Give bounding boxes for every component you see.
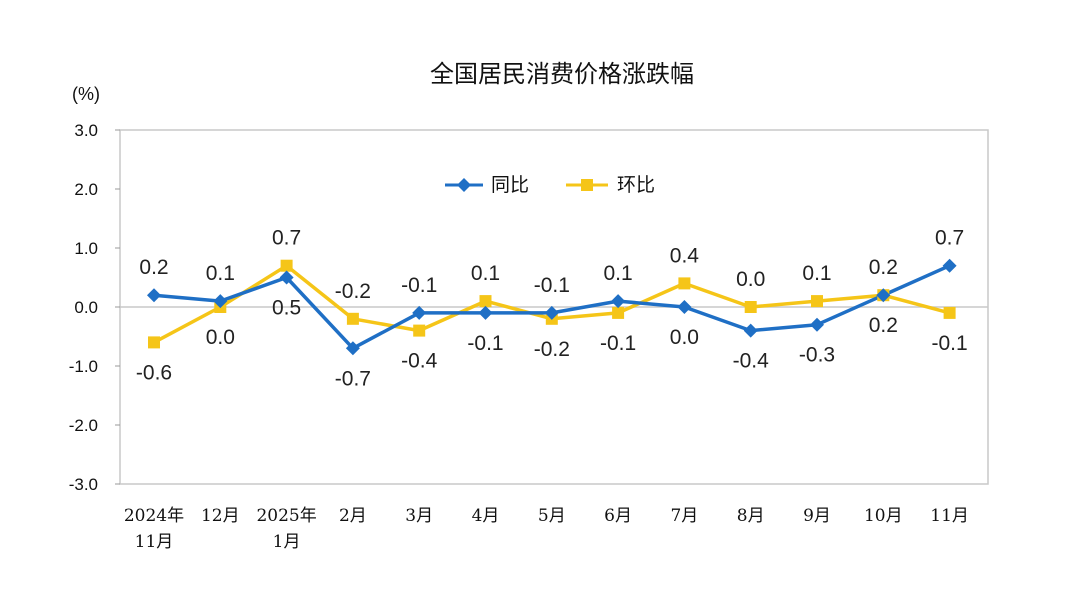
data-point-mom: [811, 295, 823, 308]
x-tick-label: 11月: [930, 506, 969, 526]
y-tick-label: 1.0: [74, 239, 98, 258]
data-label-yoy: -0.3: [799, 344, 835, 367]
x-tick-label: 2025年: [256, 506, 316, 526]
data-point-mom: [280, 259, 293, 272]
data-label-mom: -0.2: [534, 338, 570, 361]
data-label-mom: -0.6: [136, 361, 172, 384]
data-label-mom: -0.1: [600, 332, 636, 355]
data-point-yoy: [942, 258, 957, 273]
data-point-mom: [479, 295, 492, 308]
data-label-yoy: -0.4: [733, 350, 770, 373]
y-tick-label: 2.0: [74, 180, 98, 199]
data-point-yoy: [345, 341, 360, 356]
y-tick-label: -3.0: [69, 475, 98, 494]
x-tick-label: 12月: [201, 506, 240, 526]
x-tick-label: 1月: [273, 532, 301, 552]
x-tick-label: 8月: [737, 506, 765, 526]
data-label-mom: 0.0: [206, 326, 235, 349]
data-label-yoy: -0.1: [534, 274, 570, 297]
y-tick-label: -2.0: [69, 416, 98, 435]
data-label-mom: 0.1: [471, 262, 500, 285]
data-label-yoy: 0.0: [670, 326, 699, 349]
data-point-mom: [346, 312, 359, 325]
data-point-mom: [943, 306, 956, 319]
data-label-yoy: -0.1: [467, 332, 503, 355]
x-tick-label: 3月: [405, 506, 433, 526]
y-tick-label: 3.0: [74, 121, 98, 140]
data-point-mom: [678, 277, 691, 290]
x-tick-label: 9月: [803, 506, 831, 526]
data-point-yoy: [810, 317, 824, 332]
data-label-yoy: 0.5: [272, 297, 301, 320]
data-point-mom: [148, 336, 160, 349]
y-tick-label: 0.0: [74, 298, 98, 317]
legend-label-mom: 环比: [617, 174, 655, 196]
x-tick-label: 4月: [472, 506, 500, 526]
data-label-yoy: 0.7: [935, 227, 964, 250]
data-label-mom: -0.2: [335, 280, 371, 303]
data-point-yoy: [743, 323, 758, 338]
data-point-yoy: [611, 294, 626, 309]
data-point-yoy: [279, 270, 294, 285]
x-tick-label: 2月: [339, 506, 367, 526]
x-tick-label: 7月: [670, 506, 698, 526]
data-label-mom: 0.4: [670, 244, 700, 267]
x-tick-label: 10月: [864, 506, 903, 526]
x-tick-label: 5月: [538, 506, 566, 526]
y-axis-unit: (%): [72, 84, 100, 104]
legend-diamond-icon: [457, 178, 471, 192]
x-tick-label: 6月: [604, 506, 632, 526]
data-label-mom: 0.1: [802, 262, 831, 285]
data-label-yoy: 0.2: [139, 256, 168, 279]
data-label-yoy: 0.2: [869, 256, 898, 279]
data-label-yoy: -0.1: [401, 274, 437, 297]
data-point-mom: [744, 301, 757, 313]
data-label-mom: 0.7: [272, 227, 301, 250]
data-point-yoy: [412, 305, 427, 320]
data-point-mom: [413, 324, 426, 337]
legend: 同比 环比: [445, 174, 655, 196]
x-tick-label: 11月: [135, 532, 174, 552]
chart-title: 全国居民消费价格涨跌幅: [430, 60, 694, 88]
data-label-mom: -0.4: [401, 350, 438, 373]
data-label-mom: 0.0: [736, 268, 765, 291]
y-tick-label: -1.0: [69, 357, 98, 376]
data-point-yoy: [677, 300, 692, 314]
data-label-yoy: 0.1: [603, 262, 632, 285]
legend-square-icon: [581, 179, 593, 191]
data-point-yoy: [876, 288, 891, 303]
data-label-yoy: 0.1: [206, 262, 235, 285]
legend-label-yoy: 同比: [491, 174, 529, 196]
data-label-yoy: -0.7: [335, 367, 371, 390]
data-point-yoy: [544, 305, 559, 320]
x-tick-label: 2024年: [124, 506, 184, 526]
data-label-mom: -0.1: [932, 332, 968, 355]
data-point-yoy: [478, 305, 493, 320]
data-point-mom: [612, 306, 625, 319]
data-point-yoy: [213, 294, 228, 309]
data-label-mom: 0.2: [869, 314, 898, 337]
data-point-yoy: [147, 288, 161, 303]
